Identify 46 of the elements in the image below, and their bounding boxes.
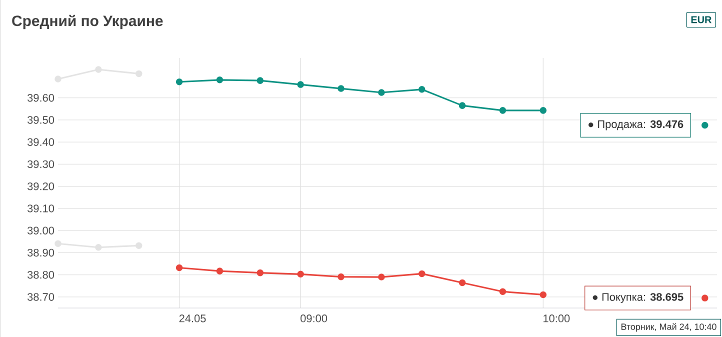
point xyxy=(378,274,385,280)
point xyxy=(256,77,264,84)
point xyxy=(216,268,224,274)
point xyxy=(135,242,142,249)
point xyxy=(176,264,183,272)
y-tick-label: 39.40 xyxy=(27,138,54,146)
text: EUR xyxy=(691,16,712,24)
x-tick-label: 24.05 xyxy=(179,314,206,322)
point xyxy=(216,76,224,84)
point xyxy=(418,86,426,93)
point xyxy=(54,240,62,248)
y-tick-label: 39.30 xyxy=(27,160,54,168)
point xyxy=(458,279,466,286)
point xyxy=(135,70,142,78)
point xyxy=(540,291,547,298)
text: Вторник, Май 24, 10:40 xyxy=(621,323,716,332)
point xyxy=(176,78,183,86)
point xyxy=(540,107,547,114)
x-tick-label: 10:00 xyxy=(544,314,570,322)
annotation: ● Покупка: 38.695 xyxy=(592,293,684,303)
x-tick-label: 09:00 xyxy=(300,314,328,322)
y-tick-label: 38.70 xyxy=(27,293,54,301)
point xyxy=(418,270,426,278)
point xyxy=(54,76,62,82)
point xyxy=(499,288,506,296)
point xyxy=(297,81,304,88)
y-tick-label: 39.60 xyxy=(27,94,54,102)
annotation: ● Продажа: 39.476 xyxy=(588,120,684,130)
point xyxy=(378,89,385,96)
y-tick-label: 39.20 xyxy=(27,182,54,190)
point xyxy=(256,269,264,276)
point xyxy=(458,102,466,109)
y-tick-label: 38.80 xyxy=(27,270,54,279)
point xyxy=(338,273,344,280)
y-tick-label: 39.00 xyxy=(27,226,54,234)
y-tick-label: 38.90 xyxy=(27,248,54,257)
point xyxy=(95,244,102,251)
point xyxy=(297,270,304,278)
point xyxy=(95,66,102,73)
chart-title: Средний по Украине xyxy=(12,14,163,30)
point xyxy=(701,122,708,129)
point xyxy=(701,294,708,302)
y-tick-label: 39.10 xyxy=(27,204,54,212)
point xyxy=(499,107,506,114)
y-tick-label: 39.50 xyxy=(27,116,54,124)
point xyxy=(338,85,344,92)
